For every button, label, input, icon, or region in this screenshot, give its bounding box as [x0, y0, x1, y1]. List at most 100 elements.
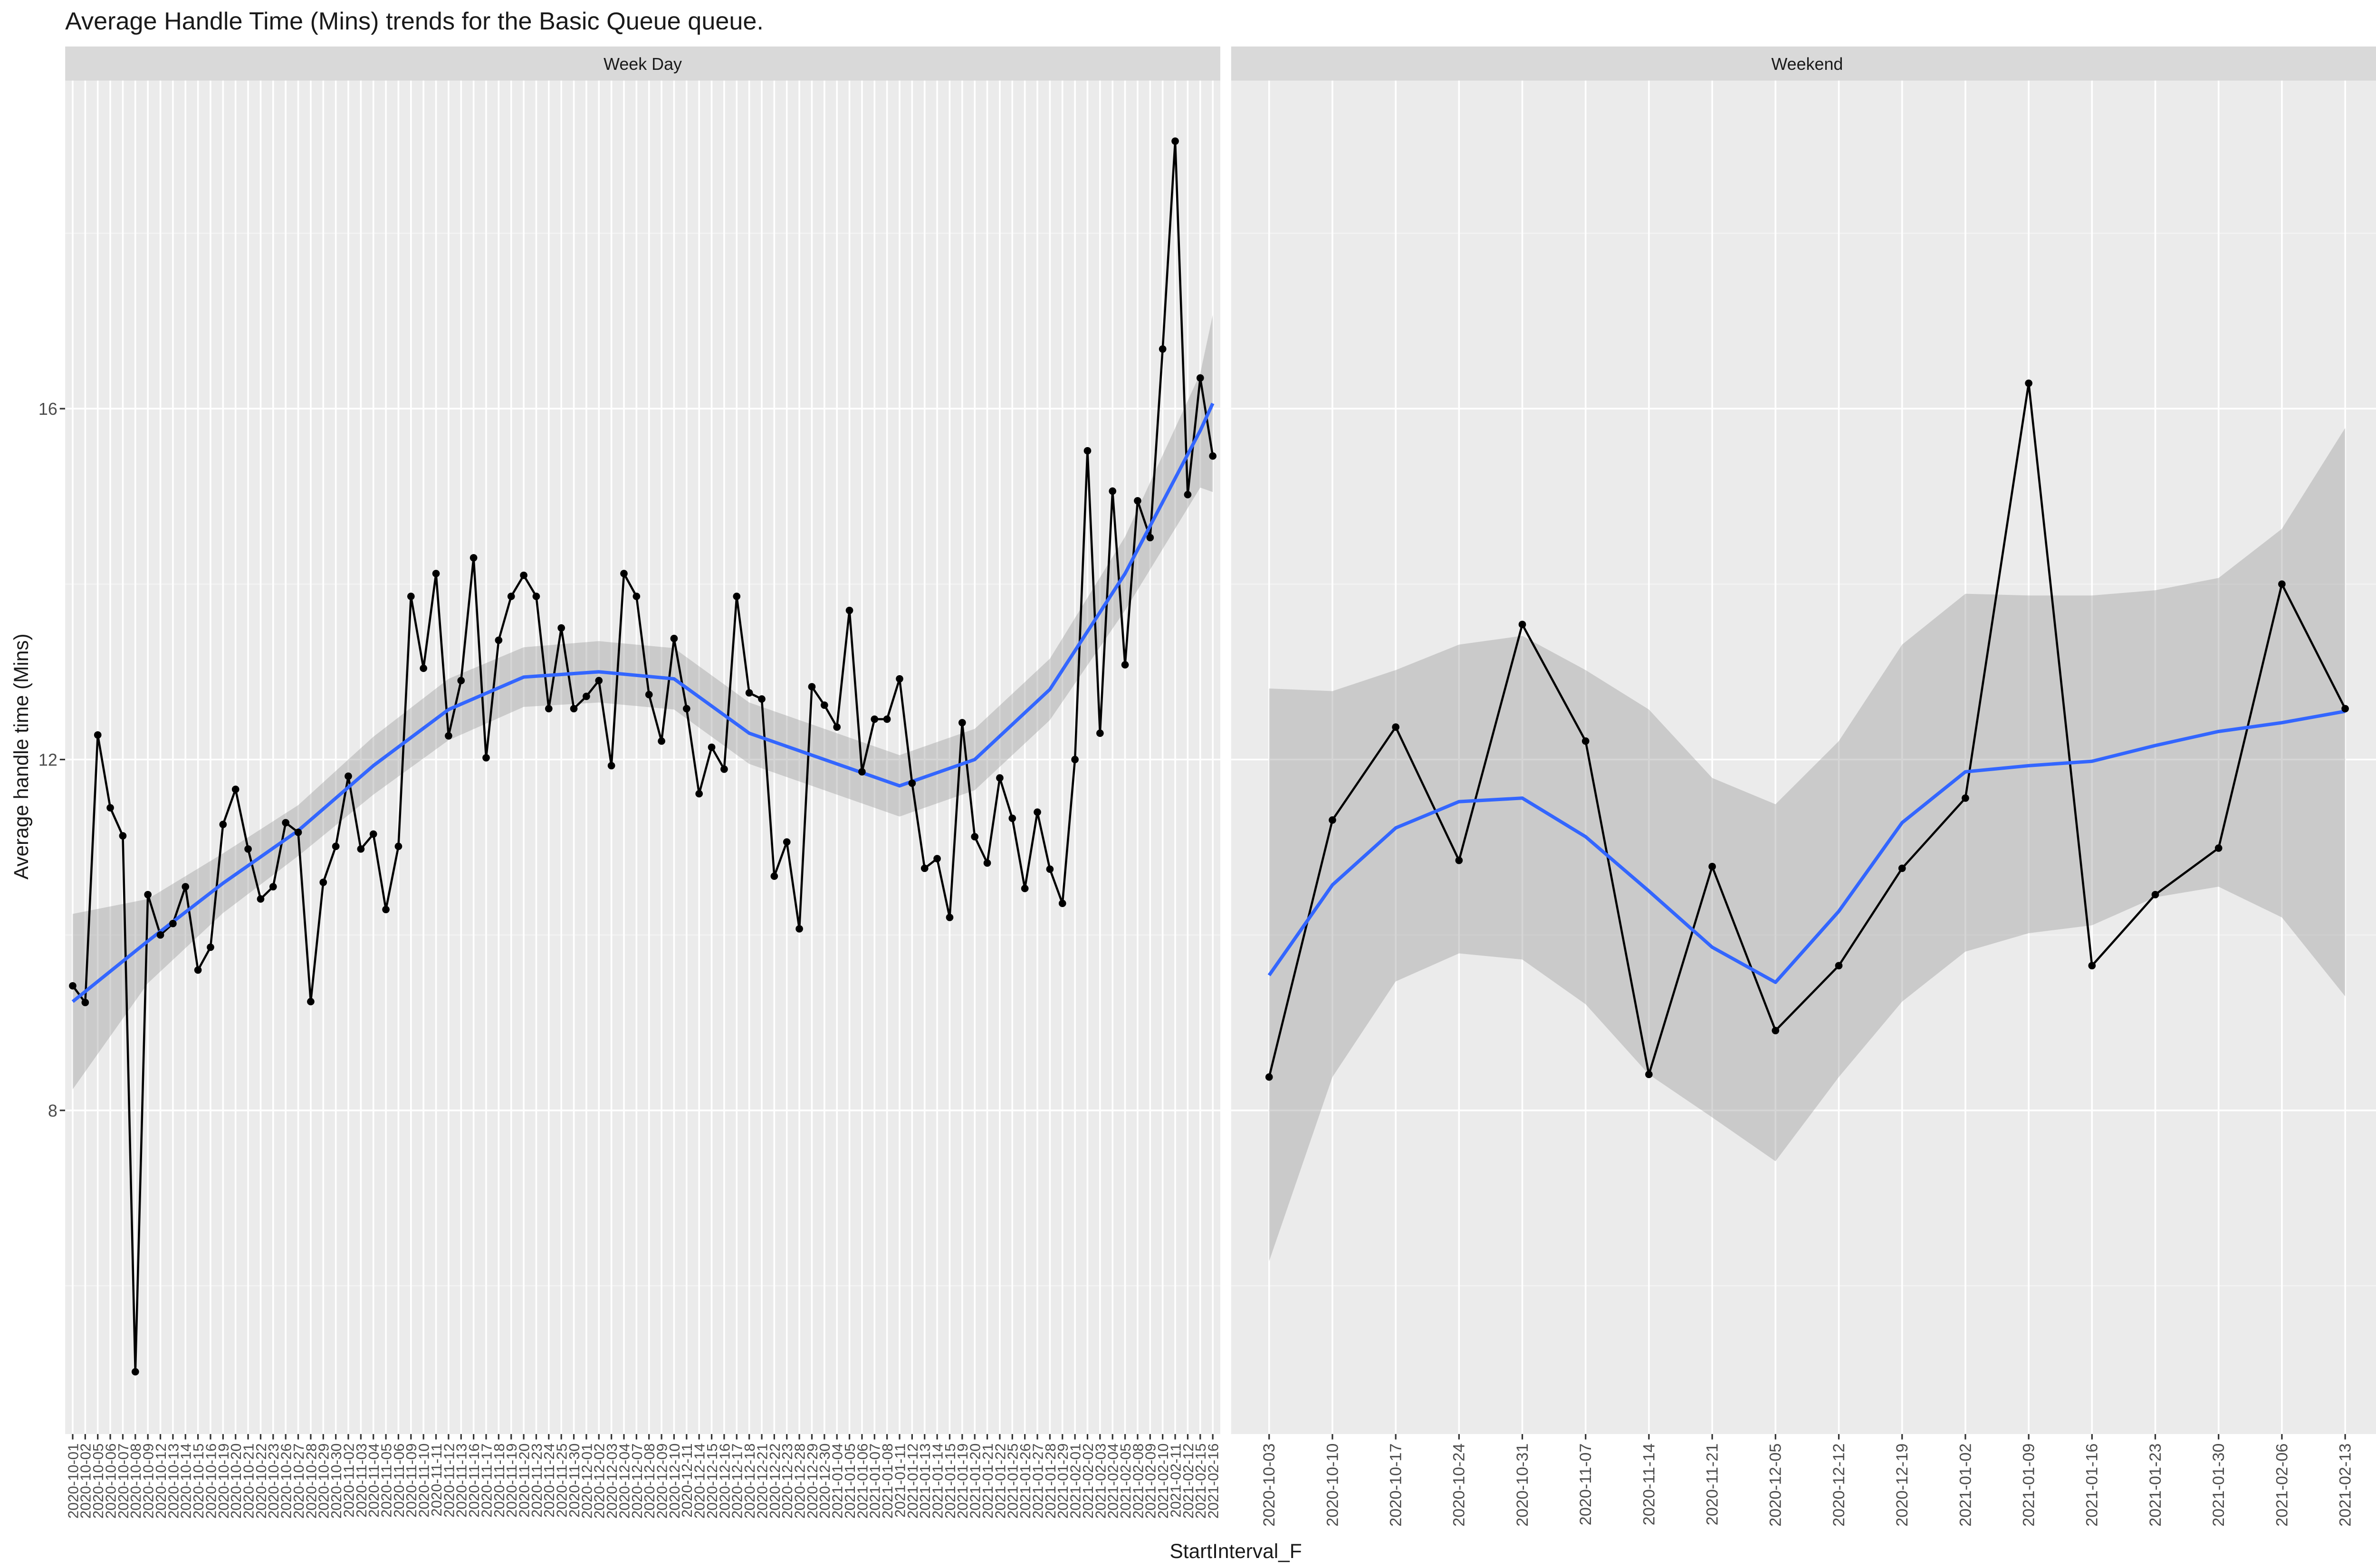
data-point [971, 833, 979, 841]
data-point [1034, 808, 1041, 816]
data-point [194, 966, 202, 974]
x-tick-label: 2021-01-28 [1042, 1444, 1059, 1519]
x-tick-label: 2020-10-13 [165, 1444, 182, 1519]
data-point [532, 593, 540, 600]
x-tick-label: 2020-10-31 [1514, 1444, 1532, 1527]
data-point [821, 701, 828, 709]
data-point [495, 636, 503, 644]
x-tick-label: 2020-11-19 [503, 1444, 520, 1518]
data-point [1008, 814, 1016, 822]
x-tick-label: 2020-12-22 [766, 1444, 783, 1519]
x-tick-label: 2020-12-17 [729, 1444, 746, 1519]
x-tick-label: 2021-01-08 [879, 1444, 896, 1519]
data-point [1021, 885, 1029, 892]
x-tick-label: 2021-02-15 [1192, 1444, 1209, 1519]
x-tick-label: 2021-01-07 [867, 1444, 883, 1519]
chart-title: Average Handle Time (Mins) trends for th… [65, 8, 764, 35]
data-line [1268, 383, 2347, 1078]
data-point [507, 593, 515, 600]
x-tick-label: 2020-12-03 [604, 1444, 620, 1519]
data-point [1962, 794, 1969, 802]
x-tick-label: 2021-01-21 [979, 1444, 996, 1519]
x-tick-label: 2020-11-24 [541, 1444, 557, 1518]
data-point [119, 832, 127, 840]
data-point [332, 842, 340, 851]
x-tick-label: 2020-11-23 [528, 1444, 545, 1518]
x-tick-label: 2021-01-05 [842, 1444, 858, 1519]
data-point [2151, 890, 2159, 899]
x-tick-label: 2021-01-09 [2020, 1444, 2038, 1527]
data-point [996, 774, 1004, 782]
x-tick-label: 2020-11-30 [566, 1444, 583, 1518]
x-tick-label: 2021-02-13 [2337, 1444, 2355, 1527]
data-point [469, 554, 478, 562]
x-tick-label: 2021-01-30 [2210, 1444, 2228, 1527]
confidence-ribbon [72, 315, 1213, 1090]
x-tick-label: 2020-10-23 [265, 1444, 282, 1519]
data-point [645, 691, 653, 698]
data-point [94, 731, 102, 739]
data-point [658, 737, 665, 745]
data-point [1209, 452, 1217, 460]
data-point [282, 819, 289, 827]
strip-bg [1231, 46, 2376, 81]
x-tick-label: 2020-12-11 [679, 1444, 695, 1518]
data-point [357, 845, 365, 853]
y-tick-label: 16 [38, 400, 57, 419]
x-tick-label: 2020-10-15 [190, 1444, 207, 1519]
y-tick-label: 8 [48, 1101, 57, 1120]
x-tick-label: 2021-01-06 [854, 1444, 871, 1519]
x-tick-label: 2020-10-22 [253, 1444, 269, 1519]
x-tick-label: 2020-11-20 [516, 1444, 533, 1518]
x-tick-label: 2021-02-16 [1205, 1444, 1222, 1519]
data-point [1835, 962, 1843, 970]
x-tick-label: 2021-01-26 [1017, 1444, 1034, 1519]
x-tick-label: 2021-01-04 [829, 1444, 846, 1519]
data-point [607, 762, 615, 770]
x-tick-label: 2020-12-19 [1893, 1444, 1911, 1527]
x-tick-label: 2020-12-04 [616, 1444, 632, 1519]
data-point [1096, 729, 1104, 737]
x-tick-label: 2020-11-07 [1577, 1444, 1595, 1526]
x-tick-label: 2021-01-23 [2146, 1444, 2165, 1527]
x-tick-label: 2020-11-12 [441, 1444, 457, 1518]
data-point [545, 705, 553, 713]
data-point [1196, 374, 1204, 382]
data-point [770, 872, 778, 880]
strip-bg [65, 46, 1220, 81]
x-tick-label: 2020-12-02 [591, 1444, 608, 1519]
data-point [457, 677, 465, 685]
x-tick-label: 2020-12-10 [666, 1444, 683, 1519]
panel-bg [1231, 80, 2376, 1434]
data-point [946, 913, 954, 921]
data-point [682, 705, 690, 713]
x-tick-label: 2020-12-07 [629, 1444, 645, 1519]
data-point [144, 890, 152, 899]
data-point [745, 689, 753, 697]
data-point [106, 804, 114, 812]
data-point [758, 695, 766, 703]
x-tick-label: 2021-01-16 [2083, 1444, 2101, 1527]
x-tick-label: 2020-10-09 [140, 1444, 157, 1519]
data-point [1184, 491, 1192, 498]
data-point [1518, 621, 1526, 629]
data-point [733, 593, 741, 600]
panel-bg [65, 80, 1220, 1434]
x-tick-label: 2020-11-13 [453, 1444, 470, 1518]
x-tick-label: 2020-12-09 [654, 1444, 671, 1519]
data-point [482, 754, 490, 762]
x-tick-label: 2020-11-14 [1640, 1444, 1658, 1526]
data-point [420, 664, 428, 672]
data-point [2088, 962, 2096, 970]
x-tick-label: 2021-02-04 [1105, 1444, 1121, 1519]
data-point [933, 855, 941, 862]
x-tick-label: 2020-12-08 [641, 1444, 658, 1519]
x-tick-label: 2021-01-25 [1005, 1444, 1021, 1519]
x-tick-label: 2021-01-14 [929, 1444, 946, 1519]
data-point [1134, 497, 1141, 505]
data-point [983, 859, 991, 867]
data-point [708, 743, 716, 751]
data-point [432, 570, 440, 577]
